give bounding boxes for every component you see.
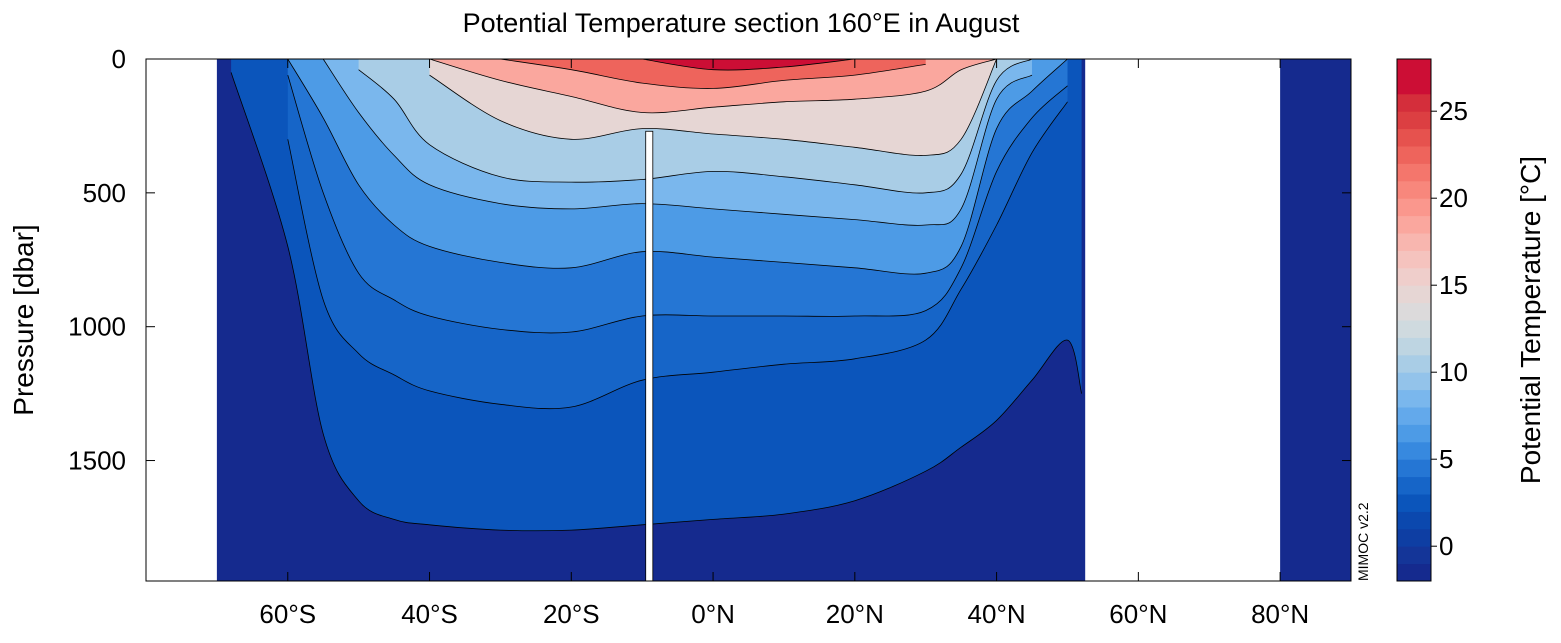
x-tick-label: 20°S bbox=[543, 599, 600, 629]
land-mask-0 bbox=[146, 59, 217, 581]
plot-frame bbox=[145, 58, 1352, 582]
plot-area bbox=[146, 59, 1351, 581]
colorbar bbox=[1397, 59, 1431, 582]
colorbar-swatch bbox=[1397, 459, 1431, 478]
isotherm-3C bbox=[287, 101, 1068, 410]
x-tick-label: 40°S bbox=[401, 599, 458, 629]
y-tick-label: 1500 bbox=[68, 446, 126, 476]
isotherm-14C bbox=[429, 59, 997, 156]
colorbar-swatch bbox=[1397, 372, 1431, 391]
colorbar-swatch bbox=[1397, 546, 1431, 565]
colorbar-swatch bbox=[1397, 180, 1431, 199]
colorbar-swatch bbox=[1397, 128, 1431, 147]
colorbar-swatch bbox=[1397, 146, 1431, 164]
isotherm-10C bbox=[358, 59, 1033, 194]
colorbar-swatch bbox=[1397, 476, 1431, 495]
colorbar-tick-label: 0 bbox=[1439, 531, 1453, 561]
colorbar-swatch bbox=[1397, 93, 1431, 112]
y-tick-label: 0 bbox=[112, 44, 126, 74]
colorbar-swatch bbox=[1397, 354, 1431, 373]
colorbar-tick-label: 20 bbox=[1439, 183, 1468, 213]
colorbar-swatch bbox=[1397, 198, 1431, 217]
water-layer-above-26C bbox=[642, 59, 855, 71]
colorbar-tick-label: 10 bbox=[1439, 357, 1468, 387]
colorbar-swatch bbox=[1397, 59, 1431, 95]
y-axis: 0 500 1000 1500 bbox=[68, 44, 1351, 476]
colorbar-frame bbox=[1396, 58, 1432, 582]
colorbar-swatch bbox=[1397, 511, 1431, 530]
x-axis: 60°S 40°S 20°S 0°N 20°N 40°N 60°N 80°N bbox=[259, 59, 1309, 629]
colorbar-swatch bbox=[1397, 337, 1431, 356]
y-tick-label: 500 bbox=[83, 178, 126, 208]
colorbar-swatch bbox=[1397, 389, 1431, 408]
colorbar-tick-label: 15 bbox=[1439, 270, 1468, 300]
x-tick-label: 0°N bbox=[691, 599, 735, 629]
isotherm-6C bbox=[287, 59, 1068, 275]
x-tick-label: 80°N bbox=[1251, 599, 1309, 629]
colorbar-swatch bbox=[1397, 163, 1431, 182]
colorbar-swatch bbox=[1397, 302, 1431, 321]
colorbar-ticks: 0 5 10 15 20 25 bbox=[1431, 96, 1468, 561]
water-layer-above-22C bbox=[500, 59, 926, 89]
isotherm-26C bbox=[642, 59, 855, 71]
colorbar-tick-label: 25 bbox=[1439, 96, 1468, 126]
chart-title: Potential Temperature section 160°E in A… bbox=[463, 8, 1020, 38]
y-axis-label: Pressure [dbar] bbox=[8, 224, 39, 415]
colorbar-swatch bbox=[1397, 233, 1431, 251]
colorbar-swatch bbox=[1397, 441, 1431, 460]
x-tick-label: 40°N bbox=[968, 599, 1026, 629]
isotherm-18C bbox=[429, 59, 997, 114]
colorbar-swatch bbox=[1397, 267, 1431, 286]
land-mask-2 bbox=[645, 130, 654, 581]
colorbar-swatch bbox=[1397, 528, 1431, 547]
isotherm-8C bbox=[322, 59, 1033, 226]
colorbar-swatch bbox=[1397, 215, 1431, 234]
colorbar-tick-label: 5 bbox=[1439, 444, 1453, 474]
y-tick-label: 1000 bbox=[68, 312, 126, 342]
colorbar-swatch bbox=[1397, 494, 1431, 512]
x-tick-label: 20°N bbox=[826, 599, 884, 629]
colorbar-swatch bbox=[1397, 407, 1431, 425]
isotherm-4C bbox=[287, 74, 1068, 334]
colorbar-swatch bbox=[1397, 563, 1431, 582]
colorbar-swatch bbox=[1397, 320, 1431, 338]
watermark: MIMOC v2.2 bbox=[1355, 502, 1371, 581]
isotherm-2C bbox=[230, 72, 1082, 532]
colorbar-label: Potential Temperature [°C] bbox=[1515, 156, 1546, 484]
isotherm-22C bbox=[500, 59, 926, 89]
colorbar-swatch bbox=[1397, 424, 1431, 443]
land-mask-1 bbox=[1085, 59, 1281, 581]
x-tick-label: 60°S bbox=[259, 599, 316, 629]
colorbar-swatch bbox=[1397, 250, 1431, 269]
colorbar-swatch bbox=[1397, 111, 1431, 130]
colorbar-swatch bbox=[1397, 285, 1431, 304]
x-tick-label: 60°N bbox=[1109, 599, 1167, 629]
